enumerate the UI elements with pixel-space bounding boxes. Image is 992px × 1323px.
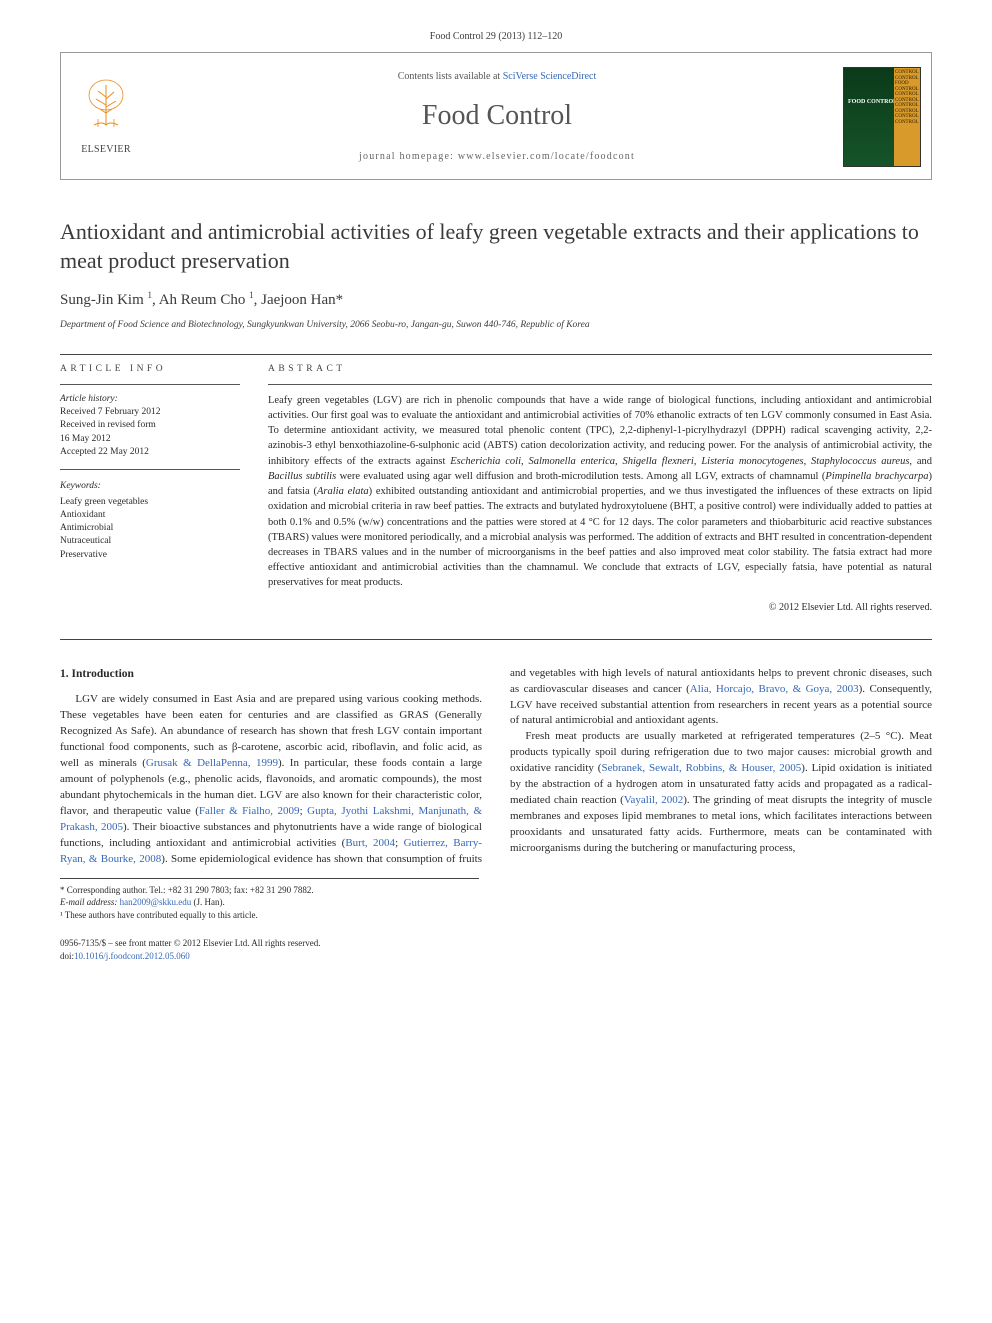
article-history: Article history: Received 7 February 201… bbox=[60, 393, 240, 470]
footer-meta: 0956-7135/$ – see front matter © 2012 El… bbox=[60, 937, 932, 962]
journal-cover-thumb: FOOD CONTROL CONTROLCONTROLFOOD CONTROLC… bbox=[843, 67, 921, 167]
body-text: 1. Introduction LGV are widely consumed … bbox=[60, 666, 932, 868]
ref-link[interactable]: Grusak & DellaPenna, 1999 bbox=[146, 757, 278, 769]
history-revised-label: Received in revised form bbox=[60, 420, 156, 430]
doi-label: doi: bbox=[60, 951, 74, 961]
doi-link[interactable]: 10.1016/j.foodcont.2012.05.060 bbox=[74, 951, 190, 961]
keyword: Preservative bbox=[60, 550, 107, 560]
front-matter-line: 0956-7135/$ – see front matter © 2012 El… bbox=[60, 937, 932, 950]
abstract-column: ABSTRACT Leafy green vegetables (LGV) ar… bbox=[268, 355, 932, 614]
elsevier-tree-icon bbox=[80, 77, 132, 135]
keyword: Leafy green vegetables bbox=[60, 497, 148, 507]
article-title: Antioxidant and antimicrobial activities… bbox=[60, 218, 932, 275]
divider bbox=[60, 639, 932, 640]
authors: Sung-Jin Kim 1, Ah Reum Cho 1, Jaejoon H… bbox=[60, 289, 932, 311]
article-info-heading: ARTICLE INFO bbox=[60, 363, 240, 384]
journal-homepage: journal homepage: www.elsevier.com/locat… bbox=[151, 150, 843, 164]
email-link[interactable]: han2009@skku.edu bbox=[120, 897, 192, 907]
email-line: E-mail address: han2009@skku.edu (J. Han… bbox=[60, 896, 479, 909]
cover-strip: CONTROLCONTROLFOOD CONTROLCONTROLCONTROL… bbox=[894, 68, 920, 166]
contribution-note: ¹ These authors have contributed equally… bbox=[60, 909, 479, 922]
publisher-name: ELSEVIER bbox=[69, 143, 143, 157]
section-heading-intro: 1. Introduction bbox=[60, 666, 482, 683]
keyword: Nutraceutical bbox=[60, 536, 111, 546]
journal-header: ELSEVIER Contents lists available at Sci… bbox=[60, 52, 932, 180]
homepage-prefix: journal homepage: bbox=[359, 151, 458, 162]
history-label: Article history: bbox=[60, 394, 118, 404]
abstract-text: Leafy green vegetables (LGV) are rich in… bbox=[268, 393, 932, 591]
ref-link[interactable]: Faller & Fialho, 2009 bbox=[199, 805, 300, 817]
abstract-heading: ABSTRACT bbox=[268, 363, 932, 384]
email-label: E-mail address: bbox=[60, 897, 117, 907]
cover-title: FOOD CONTROL bbox=[848, 98, 897, 106]
contents-prefix: Contents lists available at bbox=[398, 71, 503, 82]
corresponding-author: * Corresponding author. Tel.: +82 31 290… bbox=[60, 884, 479, 897]
ref-link[interactable]: Vayalil, 2002 bbox=[624, 794, 683, 806]
footnotes: * Corresponding author. Tel.: +82 31 290… bbox=[60, 878, 479, 922]
keyword: Antioxidant bbox=[60, 510, 105, 520]
affiliation: Department of Food Science and Biotechno… bbox=[60, 319, 932, 332]
history-revised-date: 16 May 2012 bbox=[60, 434, 111, 444]
keywords-block: Keywords: Leafy green vegetables Antioxi… bbox=[60, 480, 240, 562]
ref-link[interactable]: Sebranek, Sewalt, Robbins, & Houser, 200… bbox=[601, 762, 801, 774]
email-paren: (J. Han). bbox=[191, 897, 225, 907]
history-received: Received 7 February 2012 bbox=[60, 407, 161, 417]
homepage-url[interactable]: www.elsevier.com/locate/foodcont bbox=[458, 151, 635, 162]
ref-link[interactable]: Burt, 2004 bbox=[345, 837, 395, 849]
body-paragraph: Fresh meat products are usually marketed… bbox=[510, 729, 932, 857]
keyword: Antimicrobial bbox=[60, 523, 113, 533]
contents-available: Contents lists available at SciVerse Sci… bbox=[151, 70, 843, 84]
keywords-label: Keywords: bbox=[60, 480, 240, 493]
sciencedirect-link[interactable]: SciVerse ScienceDirect bbox=[503, 71, 597, 82]
citation-line: Food Control 29 (2013) 112–120 bbox=[60, 30, 932, 44]
publisher-logo: ELSEVIER bbox=[61, 77, 151, 158]
journal-title: Food Control bbox=[151, 96, 843, 135]
ref-link[interactable]: Alia, Horcajo, Bravo, & Goya, 2003 bbox=[690, 683, 859, 695]
abstract-copyright: © 2012 Elsevier Ltd. All rights reserved… bbox=[268, 601, 932, 615]
history-accepted: Accepted 22 May 2012 bbox=[60, 447, 149, 457]
doi-line: doi:10.1016/j.foodcont.2012.05.060 bbox=[60, 950, 932, 963]
article-info-column: ARTICLE INFO Article history: Received 7… bbox=[60, 355, 240, 614]
